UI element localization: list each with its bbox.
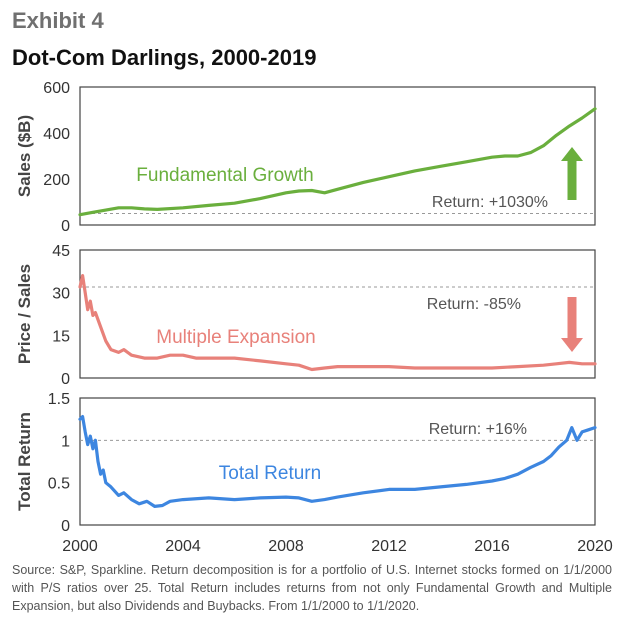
price-sales-ytick-label: 15 [52,328,70,345]
price-sales-arrow-down-icon [561,297,583,352]
total-return-ytick-label: 0.5 [48,476,70,493]
xtick-label: 2000 [62,538,98,555]
xtick-label: 2016 [474,538,510,555]
price-sales-series-label: Multiple Expansion [156,327,315,348]
price-sales-ytick-label: 0 [61,371,70,388]
price-sales-return-annotation: Return: -85% [427,296,521,313]
total-return-series-line [78,415,597,508]
sales-ytick-label: 200 [43,172,70,189]
total-return-ylabel: Total Return [15,412,34,511]
total-return-return-annotation: Return: +16% [429,421,527,438]
sales-return-annotation: Return: +1030% [432,194,548,211]
chart-title: Dot-Com Darlings, 2000-2019 [12,45,317,70]
price-sales-frame [79,249,596,379]
price-sales-ytick-label: 45 [52,243,70,260]
total-return-series-label: Total Return [219,463,321,484]
sales-series-label: Fundamental Growth [136,165,313,186]
sales-ytick-label: 0 [61,218,70,235]
sales-ytick-label: 600 [43,80,70,97]
sales-frame [79,86,596,226]
sales-ytick-label: 400 [43,126,70,143]
xtick-label: 2020 [577,538,613,555]
source-note: Source: S&P, Sparkline. Return decomposi… [12,563,612,613]
total-return-ytick-label: 1 [61,433,70,450]
xtick-label: 2012 [371,538,407,555]
price-sales-ylabel: Price / Sales [15,264,34,364]
sales-series-line [78,107,597,217]
price-sales-ytick-label: 30 [52,286,70,303]
sales-arrow-up-icon [561,147,583,200]
exhibit-label: Exhibit 4 [12,8,104,33]
xtick-label: 2004 [165,538,201,555]
total-return-ytick-label: 1.5 [48,391,70,408]
price-sales-series-line [78,274,597,372]
xtick-label: 2008 [268,538,304,555]
total-return-ytick-label: 0 [61,518,70,535]
sales-ylabel: Sales ($B) [15,115,34,197]
total-return-frame [79,397,596,526]
